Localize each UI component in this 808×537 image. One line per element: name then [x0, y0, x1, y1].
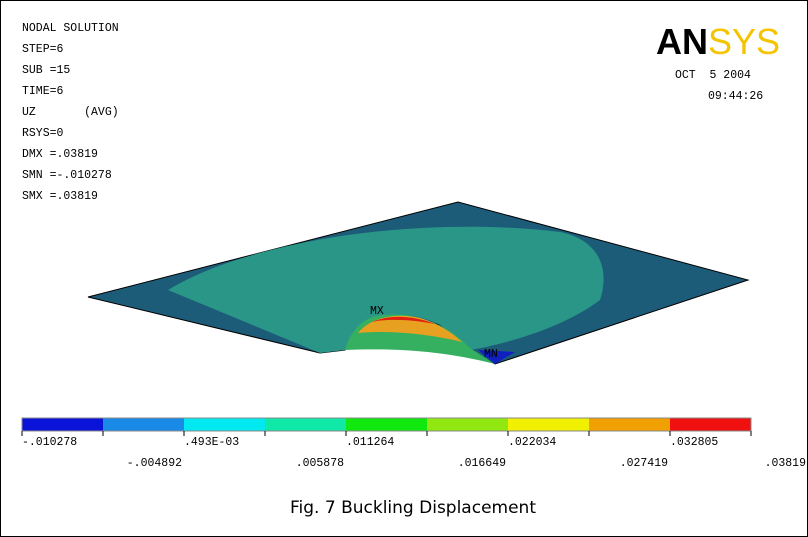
info-line: SMX =.03819: [22, 190, 98, 203]
legend-label: -.010278: [22, 436, 77, 449]
info-line: UZ (AVG): [22, 106, 119, 119]
legend-swatch: [184, 418, 265, 431]
info-line: DMX =.03819: [22, 148, 98, 161]
logo-an: AN: [656, 21, 708, 62]
logo: ANSYS: [656, 21, 780, 62]
max-label: MX: [370, 305, 384, 318]
legend-swatch: [508, 418, 589, 431]
legend-swatch: [427, 418, 508, 431]
legend-swatch: [265, 418, 346, 431]
legend-swatch: [589, 418, 670, 431]
legend-label: .011264: [346, 436, 394, 449]
min-label: MN: [484, 348, 498, 361]
info-line: SMN =-.010278: [22, 169, 112, 182]
info-line: NODAL SOLUTION: [22, 22, 119, 35]
legend-swatch: [670, 418, 751, 431]
legend-swatch: [22, 418, 103, 431]
date: OCT 5 2004: [675, 69, 751, 82]
legend-label: .027419: [620, 457, 668, 470]
legend-label: .005878: [296, 457, 344, 470]
legend-swatch: [346, 418, 427, 431]
info-line: RSYS=0: [22, 127, 64, 140]
legend-label: .032805: [670, 436, 718, 449]
caption: Fig. 7 Buckling Displacement: [290, 498, 536, 518]
info-line: TIME=6: [22, 85, 64, 98]
legend-label: .022034: [508, 436, 556, 449]
legend-swatch: [103, 418, 184, 431]
figure: NODAL SOLUTION STEP=6 SUB =15 TIME=6 UZ (AVG…: [0, 0, 808, 537]
info-line: STEP=6: [22, 43, 64, 56]
legend-label: .03819: [765, 457, 807, 470]
info-line: SUB =15: [22, 64, 70, 77]
legend-label: -.004892: [127, 457, 182, 470]
logo-sys: SYS: [708, 21, 780, 62]
legend-label: .016649: [458, 457, 506, 470]
legend-label: .493E-03: [184, 436, 239, 449]
time: 09:44:26: [708, 90, 763, 103]
